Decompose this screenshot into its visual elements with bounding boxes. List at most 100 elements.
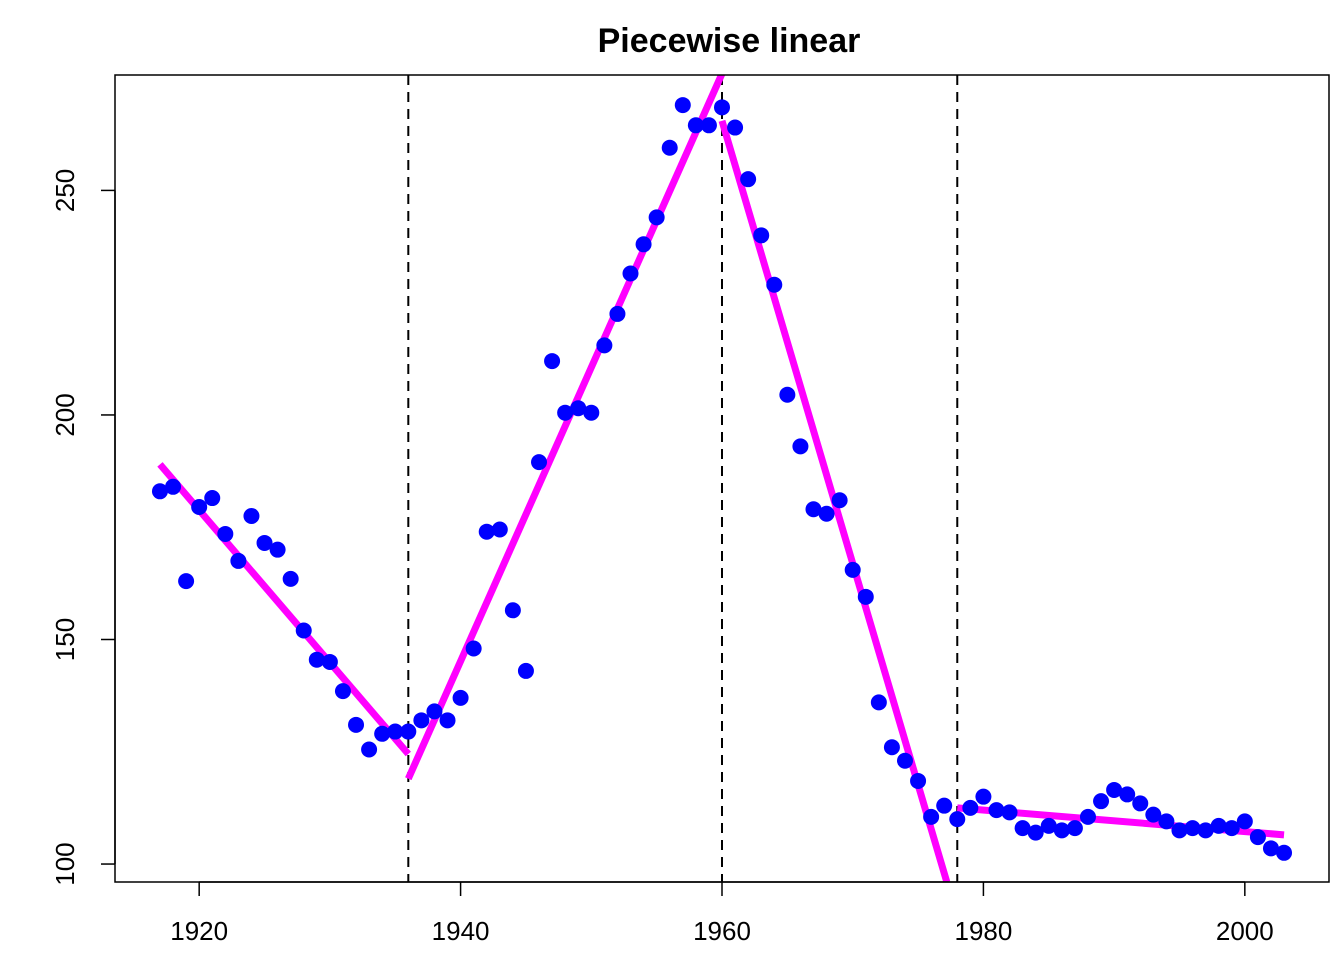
data-point-45	[740, 171, 757, 188]
data-point-4	[204, 490, 221, 507]
x-tick-label-0: 1920	[170, 916, 228, 946]
x-tick-label-4: 2000	[1216, 916, 1274, 946]
data-point-8	[256, 534, 273, 551]
y-tick-label-1: 150	[50, 618, 80, 661]
data-point-46	[753, 227, 770, 244]
data-point-84	[1249, 829, 1266, 846]
data-point-76	[1145, 806, 1162, 823]
data-point-40	[674, 97, 691, 114]
data-point-44	[727, 119, 744, 136]
data-point-28	[517, 662, 534, 679]
data-point-11	[295, 622, 312, 639]
data-point-66	[1014, 820, 1031, 837]
data-point-1	[165, 478, 182, 495]
data-point-60	[936, 797, 953, 814]
data-point-73	[1106, 781, 1123, 798]
data-point-47	[766, 276, 783, 293]
data-point-50	[805, 501, 822, 518]
data-point-22	[439, 712, 456, 729]
data-point-15	[348, 716, 365, 733]
data-point-58	[910, 772, 927, 789]
data-point-81	[1210, 817, 1227, 834]
data-point-85	[1262, 840, 1279, 857]
data-point-23	[452, 689, 469, 706]
data-point-78	[1171, 822, 1188, 839]
data-point-53	[844, 561, 861, 578]
data-point-36	[622, 265, 639, 282]
data-point-70	[1066, 820, 1083, 837]
data-point-27	[504, 602, 521, 619]
data-point-74	[1119, 786, 1136, 803]
data-point-9	[269, 541, 286, 558]
breakpoint-lines	[407, 75, 959, 882]
data-point-21	[426, 703, 443, 720]
x-tick-label-2: 1960	[693, 916, 751, 946]
data-point-29	[531, 454, 548, 471]
data-point-68	[1040, 817, 1057, 834]
data-point-25	[478, 523, 495, 540]
data-point-5	[217, 525, 234, 542]
data-point-24	[465, 640, 482, 657]
data-point-54	[857, 588, 874, 605]
data-point-2	[178, 573, 195, 590]
data-point-55	[870, 694, 887, 711]
data-point-82	[1223, 820, 1240, 837]
data-point-65	[1001, 804, 1018, 821]
data-point-26	[491, 521, 508, 538]
data-point-33	[583, 404, 600, 421]
data-point-38	[648, 209, 665, 226]
data-point-12	[308, 651, 325, 668]
data-point-62	[962, 799, 979, 816]
chart-title: Piecewise linear	[598, 22, 861, 60]
data-point-57	[896, 752, 913, 769]
x-tick-label-3: 1980	[954, 916, 1012, 946]
data-point-69	[1053, 822, 1070, 839]
y-tick-label-0: 100	[50, 842, 80, 885]
data-point-52	[831, 492, 848, 509]
data-point-41	[687, 117, 704, 134]
data-point-64	[988, 802, 1005, 819]
data-point-51	[818, 505, 835, 522]
data-point-39	[661, 139, 678, 156]
data-point-61	[949, 811, 966, 828]
data-point-49	[792, 438, 809, 455]
data-point-16	[361, 741, 378, 758]
data-points	[151, 97, 1293, 861]
data-point-31	[557, 404, 574, 421]
x-tick-label-1: 1940	[432, 916, 490, 946]
data-point-67	[1027, 824, 1044, 841]
data-point-86	[1276, 844, 1293, 861]
fit-segment-1	[405, 75, 726, 781]
data-point-32	[570, 400, 587, 417]
data-point-37	[635, 236, 652, 253]
data-point-34	[596, 337, 613, 354]
data-point-20	[413, 712, 430, 729]
data-point-18	[387, 723, 404, 740]
data-point-42	[700, 117, 717, 134]
y-axis: 100 150 200 250	[50, 169, 116, 886]
data-point-14	[334, 683, 351, 700]
data-point-83	[1236, 813, 1253, 830]
data-point-7	[243, 507, 260, 524]
data-point-56	[883, 739, 900, 756]
y-tick-label-3: 250	[50, 169, 80, 212]
data-point-35	[609, 305, 626, 322]
data-point-19	[400, 723, 417, 740]
data-point-63	[975, 788, 992, 805]
x-axis: 1920 1940 1960 1980 2000	[170, 881, 1274, 946]
data-point-30	[544, 353, 561, 370]
data-point-48	[779, 386, 796, 403]
data-point-10	[282, 570, 299, 587]
data-point-17	[374, 725, 391, 742]
data-point-79	[1184, 820, 1201, 837]
data-point-3	[191, 499, 208, 516]
data-point-0	[151, 483, 168, 500]
data-point-59	[923, 808, 940, 825]
data-point-72	[1093, 793, 1110, 810]
data-point-6	[230, 552, 247, 569]
data-point-75	[1132, 795, 1149, 812]
data-point-80	[1197, 822, 1214, 839]
data-point-13	[321, 653, 338, 670]
data-point-43	[714, 99, 730, 116]
